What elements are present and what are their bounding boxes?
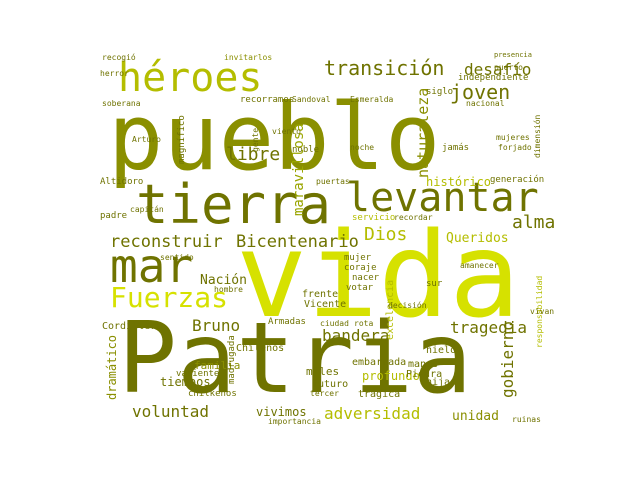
word-puerto: puerto xyxy=(494,63,523,72)
word-dimension: dimensión xyxy=(533,114,542,158)
word-altidoro: Altidoro xyxy=(100,177,144,187)
word-manos: manos xyxy=(408,359,439,370)
word-heroes: héroes xyxy=(118,55,263,101)
word-nacional: nacional xyxy=(466,99,505,108)
word-desafio: desafío xyxy=(464,60,532,79)
word-mujer: mujer xyxy=(344,253,372,263)
word-alma: alma xyxy=(512,212,556,233)
word-joven: joven xyxy=(450,80,511,104)
word-maravillosa: maravillosa xyxy=(291,123,307,216)
word-tierra: tierra xyxy=(136,173,332,236)
word-libre: libre xyxy=(226,144,281,165)
word-levantar: levantar xyxy=(346,175,539,221)
word-bruno: Bruno xyxy=(192,316,241,335)
word-miles: miles xyxy=(306,365,340,378)
word-viento: viento xyxy=(272,127,301,136)
word-invitarlos: invitarlos xyxy=(224,53,273,62)
word-puertas: puertas xyxy=(316,177,350,186)
word-piedra: Piedra xyxy=(406,369,443,380)
word-profundo: profundo xyxy=(362,369,420,383)
word-gobierno: gobierno xyxy=(498,320,517,398)
word-recorramos: recorramos xyxy=(240,95,295,105)
word-vida: vida xyxy=(236,206,521,344)
word-reconstruir: reconstruir xyxy=(110,232,223,252)
word-ruinas: ruinas xyxy=(512,415,541,424)
word-unidad: unidad xyxy=(452,409,499,424)
word-magnifico: magnífico xyxy=(177,115,187,164)
word-importancia: importancia xyxy=(268,417,321,426)
word-chilkenos: chilkenos xyxy=(188,389,237,399)
word-arturo: Arturo xyxy=(132,135,161,144)
word-naturaleza: naturaleza xyxy=(414,87,432,178)
word-nacer: nacer xyxy=(352,273,380,283)
word-votar: votar xyxy=(346,283,374,293)
word-generacion: generación xyxy=(490,175,545,185)
word-sentido: sentido xyxy=(160,253,194,262)
word-noble: noble xyxy=(292,145,320,155)
word-sandoval: Sandoval xyxy=(292,95,331,104)
word-vicente: Vicente xyxy=(304,299,347,310)
word-independiente: independiente xyxy=(458,73,529,83)
word-tragica: trágica xyxy=(358,389,401,400)
word-frente: frente xyxy=(302,289,339,300)
word-recogio: recogió xyxy=(102,53,136,62)
word-cloud: pueblo Patria vida tierra héroes levanta… xyxy=(96,48,556,428)
word-familia: familia xyxy=(194,359,241,372)
word-vivan: vivan xyxy=(530,307,555,316)
word-adversidad: adversidad xyxy=(324,404,421,423)
word-presencia: presencia xyxy=(494,51,532,59)
word-esmeralda: Esmeralda xyxy=(350,95,394,104)
word-sur: sur xyxy=(426,279,443,289)
word-tragedia: tragedia xyxy=(450,318,528,337)
word-soberana: soberana xyxy=(102,99,141,108)
word-cordillera: Cordillera xyxy=(102,321,163,332)
word-padre: padre xyxy=(100,211,128,221)
word-hijas: hijas xyxy=(426,377,457,388)
word-queridos: Queridos xyxy=(446,231,509,246)
word-mar: mar xyxy=(110,239,194,293)
word-valiente: valiente xyxy=(176,369,220,379)
word-herror: herror xyxy=(100,69,129,78)
word-noche: noche xyxy=(350,143,375,152)
word-dios: Dios xyxy=(364,224,408,245)
word-bicentenario: Bicentenario xyxy=(236,232,359,252)
word-voluntad: voluntad xyxy=(132,402,210,421)
word-mujeres: mujeres xyxy=(496,133,530,142)
word-recordar: recordar xyxy=(394,213,433,222)
word-amanecer: amanecer xyxy=(460,261,499,270)
word-dramatico: dramático xyxy=(105,334,119,400)
word-servicio: servicio xyxy=(352,213,396,223)
word-hombre: hombre xyxy=(214,285,243,294)
word-capitan: capitán xyxy=(130,205,164,214)
word-hielo: hielo xyxy=(426,345,457,356)
word-vivimos: vivimos xyxy=(256,405,307,419)
word-tiempos: tiempos xyxy=(160,375,211,389)
word-fuerzas: Fuerzas xyxy=(110,281,229,314)
word-jamas: jamás xyxy=(442,143,470,153)
word-armadas: Armadas xyxy=(268,317,306,327)
word-gente: gente xyxy=(251,127,260,152)
word-coraje: coraje xyxy=(344,263,377,273)
word-pueblo: pueblo xyxy=(108,84,441,191)
word-siglo: siglo xyxy=(426,87,454,97)
word-rota: rota xyxy=(354,319,374,328)
word-historico: histórico xyxy=(426,175,492,189)
word-patria: Patria xyxy=(118,302,473,416)
word-futuro: futuro xyxy=(312,379,349,390)
word-ciudad: ciudad xyxy=(320,319,349,328)
word-bandera: bandera xyxy=(322,326,390,345)
word-chilenos: Chilenos xyxy=(236,343,285,354)
word-embarrada: embarrada xyxy=(352,357,407,368)
word-decision: decisión xyxy=(388,301,427,310)
word-nacion: Nación xyxy=(200,273,247,288)
word-transicion: transición xyxy=(324,56,445,80)
word-forjado: forjado xyxy=(498,143,532,152)
word-tercer: tercer xyxy=(310,389,339,398)
word-madrugada: madrugada xyxy=(227,335,237,384)
